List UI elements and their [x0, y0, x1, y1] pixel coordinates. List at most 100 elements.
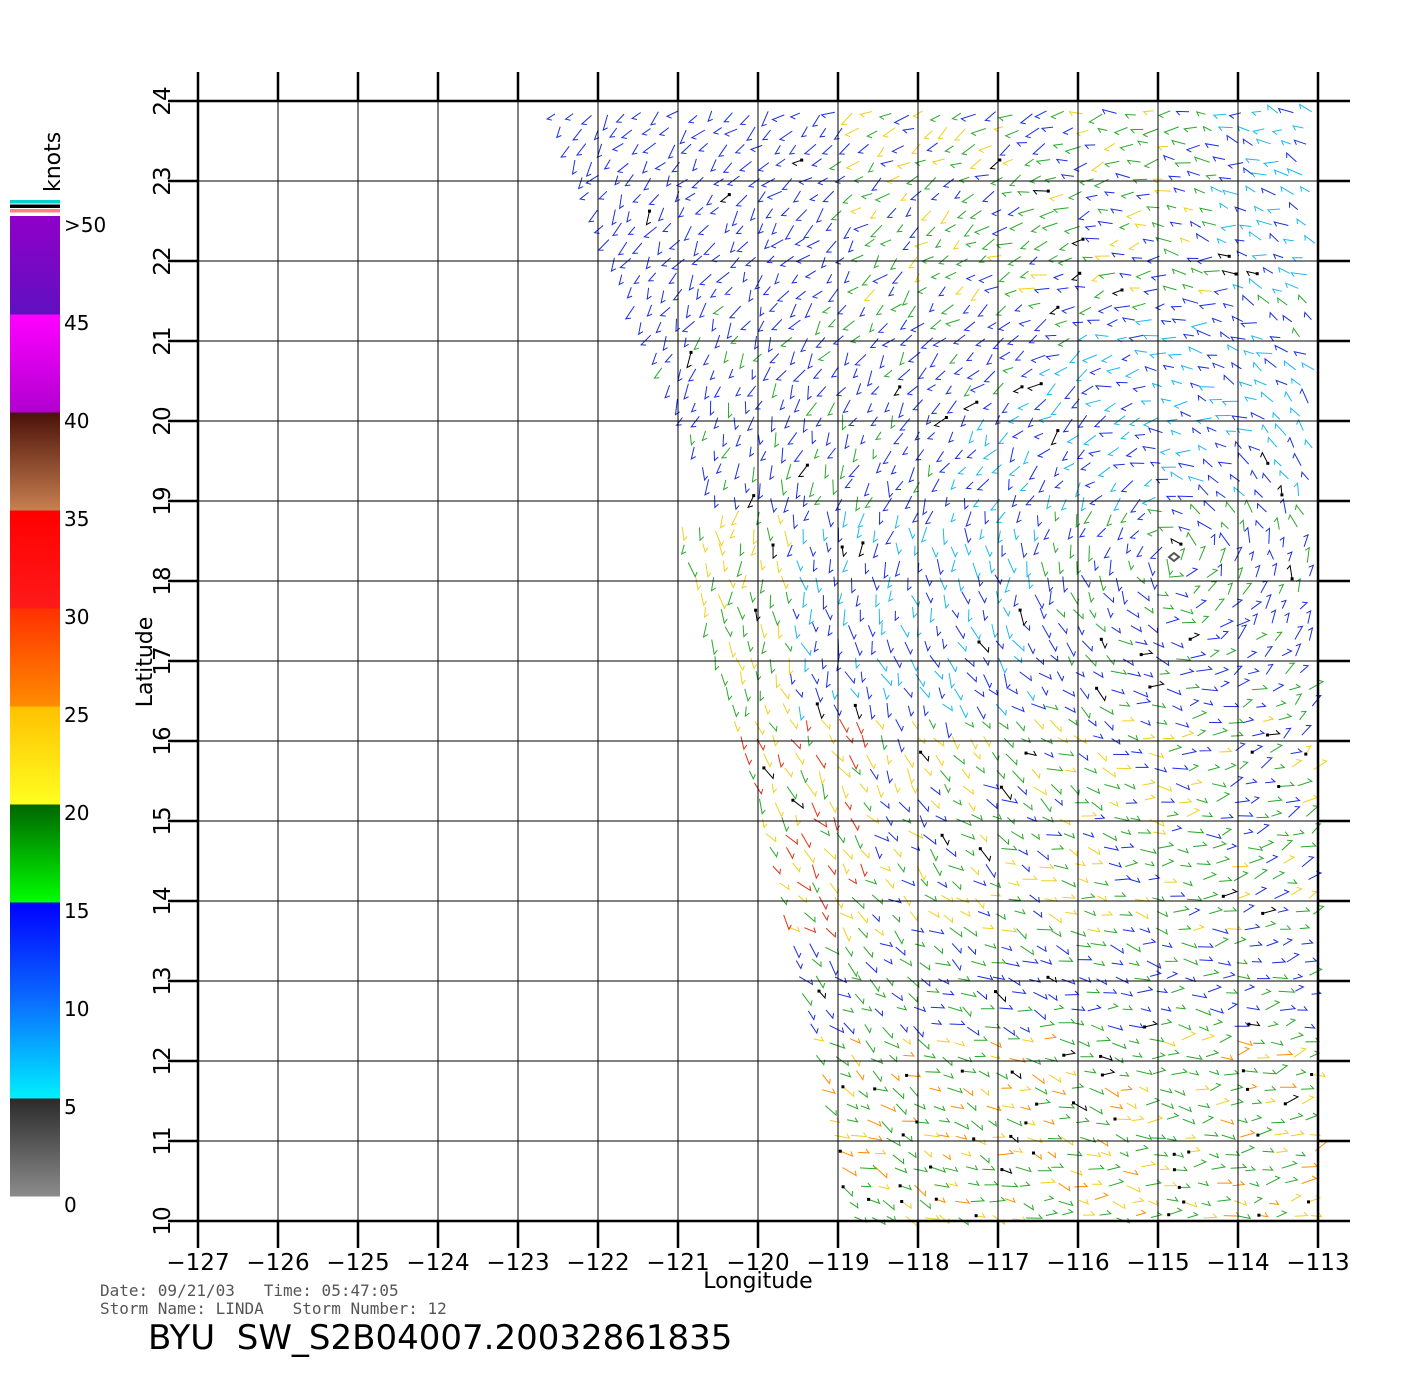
wind-vector — [872, 449, 878, 460]
wind-vector — [1237, 566, 1244, 579]
wind-vector — [685, 305, 691, 319]
wind-vector — [780, 479, 787, 497]
wind-vector — [802, 418, 808, 434]
colorbar-band — [10, 216, 60, 315]
rain-flag-dot — [998, 158, 1002, 162]
wind-vector — [1022, 450, 1030, 465]
wind-vector — [1305, 1112, 1319, 1121]
wind-vector — [772, 865, 781, 875]
colorbar-label: 35 — [64, 507, 89, 531]
wind-vector — [998, 271, 1010, 283]
wind-vector — [995, 511, 1006, 524]
wind-vector — [1233, 486, 1245, 497]
wind-vector — [1142, 417, 1158, 428]
wind-vector — [825, 240, 837, 253]
wind-vector — [1011, 430, 1024, 439]
wind-vector — [930, 402, 941, 415]
wind-vector — [1053, 467, 1060, 477]
rain-flag-dot — [1167, 1213, 1171, 1217]
wind-vector — [762, 366, 771, 382]
wind-vector — [1080, 1136, 1097, 1143]
wind-vector — [1152, 1067, 1167, 1075]
wind-vector — [1188, 346, 1203, 354]
wind-vector — [1166, 1112, 1180, 1120]
wind-vector — [1185, 144, 1200, 153]
wind-vector — [717, 594, 728, 610]
wind-vector — [1054, 480, 1064, 489]
wind-vector — [1199, 746, 1212, 752]
wind-vector — [1311, 989, 1322, 995]
rain-flag-dot — [1172, 1152, 1176, 1156]
wind-vector — [872, 1070, 883, 1083]
wind-vector — [897, 863, 906, 873]
wind-vector — [1052, 143, 1064, 149]
wind-vector — [725, 687, 733, 701]
wind-vector — [1052, 273, 1064, 281]
wind-vector — [1170, 537, 1182, 545]
wind-vector — [844, 434, 850, 450]
wind-vector — [842, 1086, 855, 1098]
wind-vector — [1238, 624, 1248, 639]
wind-vector — [835, 1056, 849, 1067]
wind-vector — [916, 1118, 930, 1124]
wind-vector — [1088, 113, 1103, 124]
wind-vector — [1007, 256, 1021, 267]
latitude-tick-label: 20 — [150, 406, 176, 435]
wind-vector — [1121, 1085, 1133, 1091]
wind-vector — [1100, 354, 1113, 363]
wind-vector — [1295, 1069, 1307, 1076]
wind-vector — [658, 127, 670, 136]
wind-vector — [977, 576, 984, 588]
longitude-tick-label: −122 — [566, 1250, 629, 1276]
wind-vector — [1075, 129, 1089, 137]
wind-vector — [777, 754, 785, 769]
wind-vector — [1241, 1145, 1256, 1154]
wind-vector — [1126, 159, 1141, 165]
wind-vector — [1245, 1166, 1257, 1172]
wind-vector — [1088, 545, 1094, 563]
wind-vector — [1193, 841, 1208, 848]
wind-vector — [1142, 238, 1154, 244]
wind-vector — [1219, 1034, 1233, 1044]
wind-vector — [704, 479, 710, 496]
wind-vector — [982, 610, 989, 622]
wind-vector — [869, 768, 879, 781]
wind-vector — [1164, 1181, 1178, 1187]
wind-vector — [866, 814, 880, 825]
wind-vector — [1063, 1049, 1077, 1056]
wind-vector — [938, 462, 950, 473]
wind-vector — [984, 111, 996, 122]
wind-vector — [1062, 689, 1076, 698]
wind-vector — [1036, 850, 1049, 861]
wind-vector — [1131, 257, 1143, 262]
wind-vector — [910, 143, 921, 154]
wind-vector — [723, 128, 738, 137]
wind-vector — [804, 912, 816, 923]
wind-vector — [1045, 354, 1060, 361]
wind-vector — [1147, 624, 1159, 634]
wind-vector — [1171, 268, 1187, 275]
wind-vector — [1162, 154, 1175, 161]
wind-vector — [1052, 542, 1059, 554]
wind-vector — [1130, 625, 1143, 633]
rain-flag-dot — [915, 1120, 919, 1124]
wind-vector — [996, 913, 1007, 921]
wind-vector — [868, 1198, 881, 1205]
wind-vector — [802, 528, 808, 545]
wind-vector — [775, 370, 787, 381]
wind-vector — [995, 242, 1013, 249]
wind-vector — [920, 978, 931, 988]
wind-vector — [603, 159, 611, 170]
wind-vector — [1051, 1163, 1065, 1168]
wind-vector — [861, 1006, 873, 1012]
wind-vector — [1056, 945, 1070, 956]
wind-vector — [908, 830, 924, 839]
wind-vector — [1220, 224, 1236, 232]
wind-vector — [907, 705, 915, 718]
wind-vector — [1174, 1166, 1188, 1172]
wind-vector — [1311, 1212, 1323, 1218]
wind-vector — [1124, 368, 1139, 379]
wind-vector — [1083, 511, 1093, 525]
wind-vector — [746, 385, 756, 397]
wind-vector — [842, 609, 848, 627]
